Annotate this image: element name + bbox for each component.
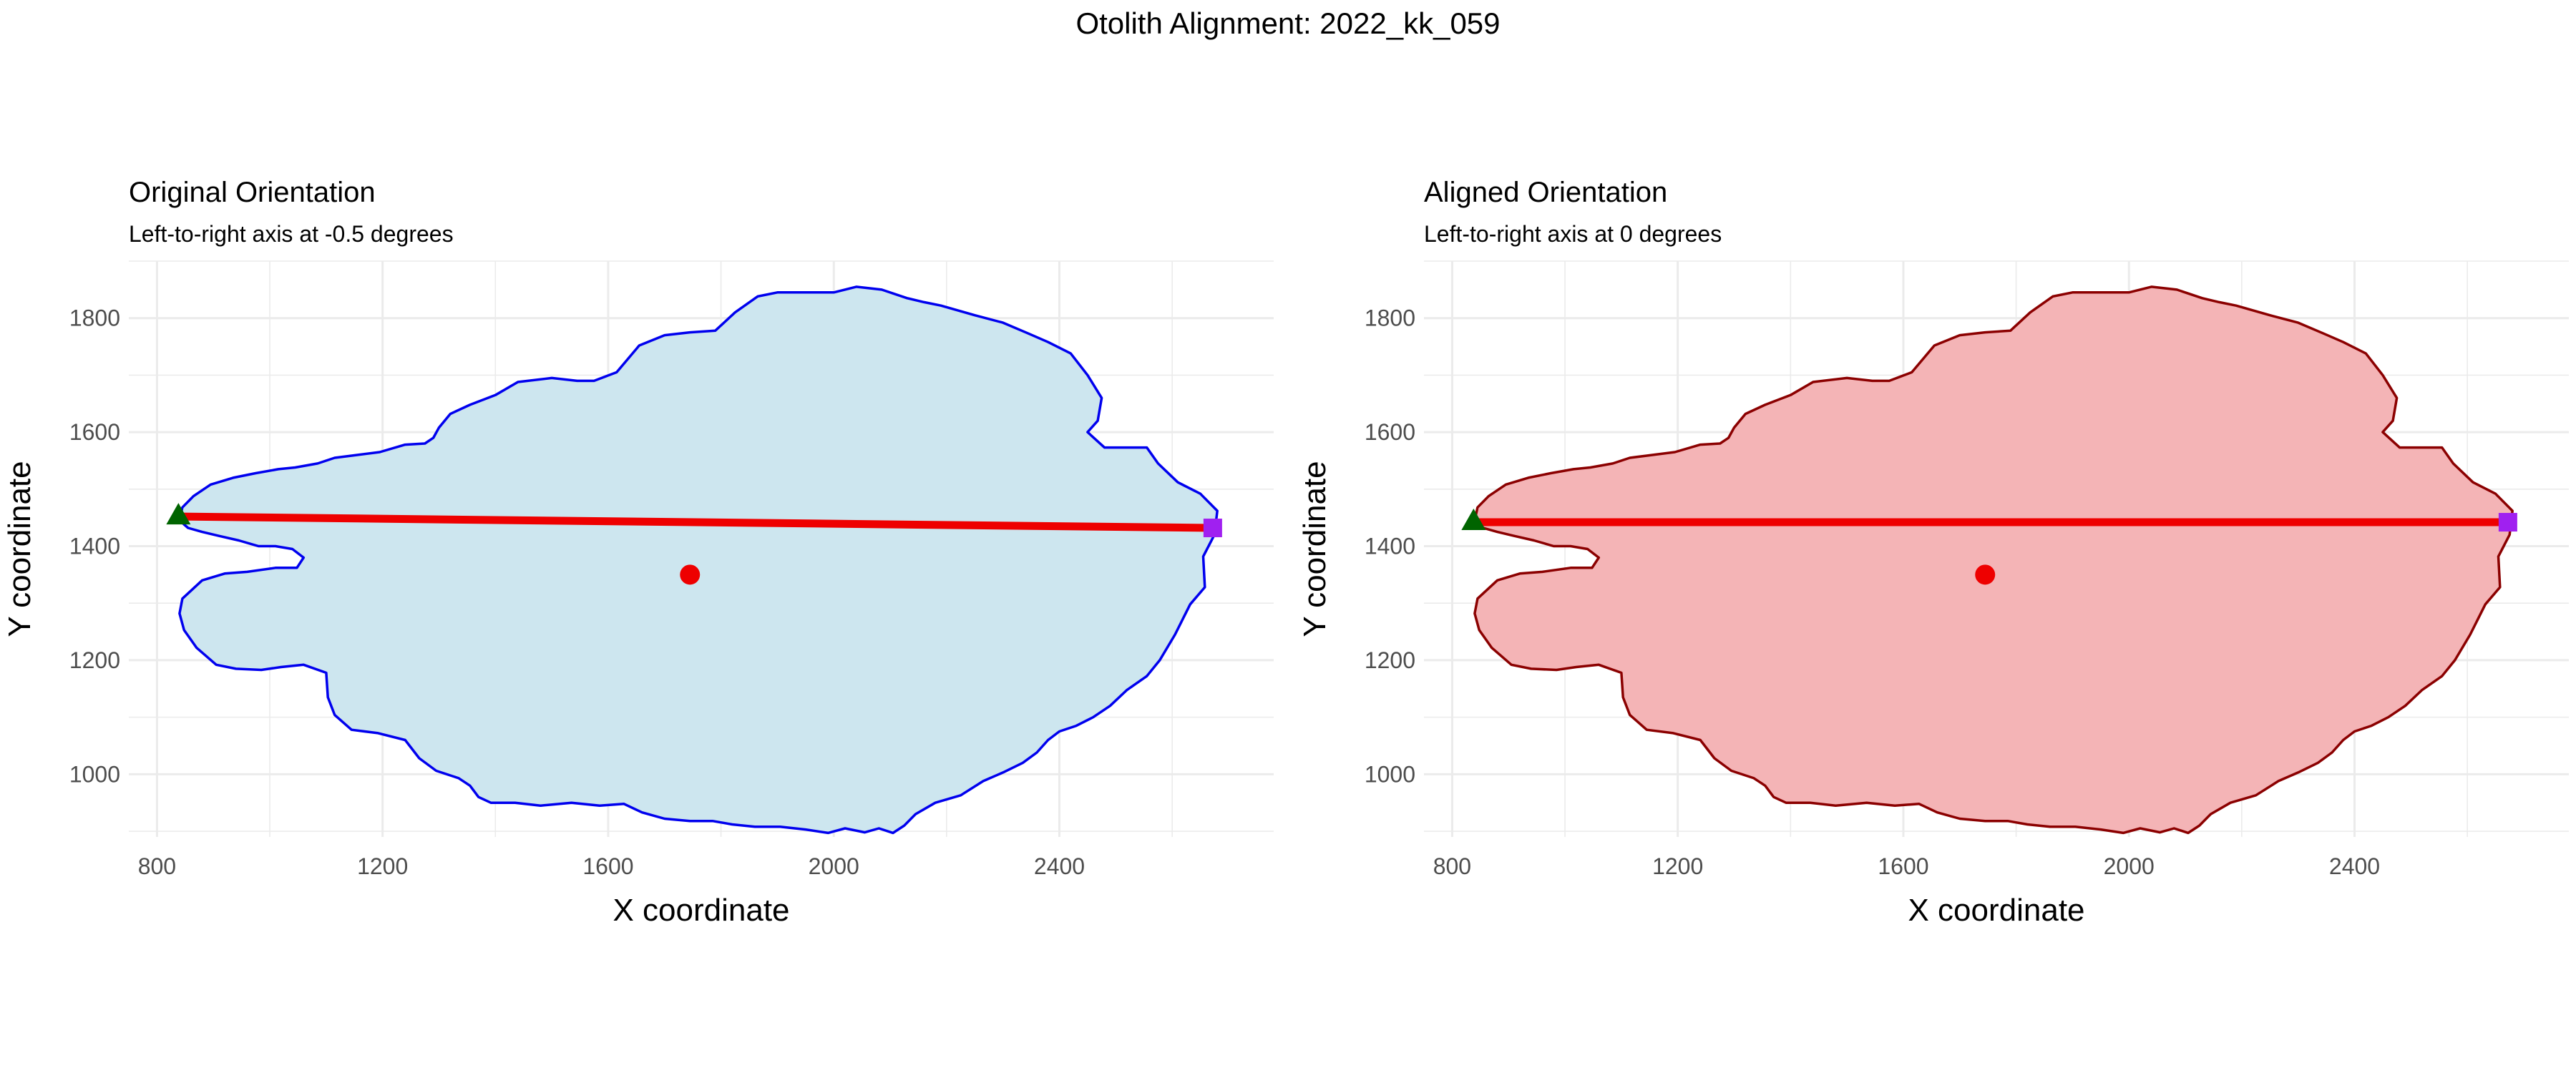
y-tick-label: 1400 bbox=[69, 534, 120, 559]
x-tick-label: 2400 bbox=[1034, 853, 1085, 879]
y-tick-label: 1400 bbox=[1365, 534, 1415, 559]
x-tick-label: 800 bbox=[1433, 853, 1471, 879]
x-tick-label: 2000 bbox=[809, 853, 859, 879]
y-tick-label: 1600 bbox=[69, 419, 120, 445]
otolith-outline bbox=[178, 285, 1219, 835]
alignment-axis-line bbox=[178, 512, 1213, 532]
x-axis-title: X coordinate bbox=[613, 893, 789, 928]
panel-1: Original Orientation Left-to-right axis a… bbox=[2, 177, 1274, 928]
x-tick-label: 800 bbox=[138, 853, 176, 879]
y-tick-label: 1200 bbox=[69, 647, 120, 673]
x-tick-label: 1600 bbox=[1878, 853, 1928, 879]
panel-title: Original Orientation bbox=[129, 177, 376, 208]
left-endpoint-triangle bbox=[166, 503, 191, 525]
panel-title: Aligned Orientation bbox=[1424, 177, 1667, 208]
right-endpoint-square bbox=[1203, 519, 1222, 538]
x-tick-label: 1600 bbox=[582, 853, 633, 879]
x-tick-label: 2000 bbox=[2104, 853, 2155, 879]
panel-subtitle: Left-to-right axis at 0 degrees bbox=[1424, 221, 1722, 247]
panel-subtitle: Left-to-right axis at -0.5 degrees bbox=[129, 221, 454, 247]
right-endpoint-square bbox=[2498, 513, 2517, 532]
figure-title: Otolith Alignment: 2022_kk_059 bbox=[1075, 6, 1500, 40]
otolith-outline bbox=[1473, 285, 2514, 835]
centroid-point bbox=[680, 564, 701, 585]
y-tick-label: 1000 bbox=[69, 761, 120, 787]
y-axis-title: Y coordinate bbox=[2, 461, 37, 637]
x-tick-label: 2400 bbox=[2329, 853, 2380, 879]
x-axis-title: X coordinate bbox=[1908, 893, 2084, 928]
y-axis-title: Y coordinate bbox=[1297, 461, 1332, 637]
panel-2: Aligned Orientation Left-to-right axis at… bbox=[1297, 177, 2569, 928]
y-tick-label: 1000 bbox=[1365, 761, 1415, 787]
x-tick-label: 1200 bbox=[1652, 853, 1703, 879]
centroid-point bbox=[1975, 564, 1996, 585]
y-tick-label: 1800 bbox=[1365, 305, 1415, 331]
y-tick-label: 1200 bbox=[1365, 647, 1415, 673]
y-tick-label: 1600 bbox=[1365, 419, 1415, 445]
x-tick-label: 1200 bbox=[357, 853, 408, 879]
y-tick-label: 1800 bbox=[69, 305, 120, 331]
left-endpoint-triangle bbox=[1461, 509, 1486, 531]
